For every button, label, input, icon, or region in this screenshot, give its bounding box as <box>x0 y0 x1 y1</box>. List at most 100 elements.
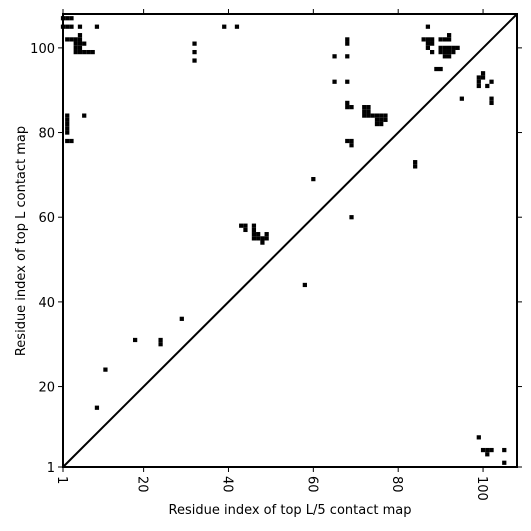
contact-cell-upper <box>65 37 70 42</box>
contact-cell-lower <box>179 316 184 321</box>
contact-cell-upper <box>192 41 197 46</box>
contact-cell-upper <box>485 83 490 89</box>
contact-cell-upper <box>480 75 486 80</box>
contact-cell-upper <box>65 16 70 21</box>
plot-frame <box>62 13 518 468</box>
contact-cell-upper <box>438 49 443 55</box>
contact-cell-lower <box>243 223 248 228</box>
contact-cell-lower <box>502 447 507 453</box>
contact-cell-upper <box>192 58 197 63</box>
contact-cell-upper <box>345 79 350 84</box>
contact-cell-lower <box>251 236 257 241</box>
contact-cell-upper <box>65 117 70 122</box>
contact-cell-upper <box>345 54 350 59</box>
contact-cell-upper <box>379 121 384 127</box>
x-tick-label: 100 <box>474 476 489 501</box>
contact-cell-upper <box>442 54 447 59</box>
contact-cell-upper <box>362 113 367 118</box>
contact-cell-lower <box>260 240 265 245</box>
contact-cell-lower <box>502 460 507 465</box>
contact-cell-upper <box>77 33 83 38</box>
contact-cell-upper <box>489 79 494 84</box>
contact-cell-upper <box>69 37 74 42</box>
contact-cell-lower <box>480 447 486 453</box>
contact-cell-lower <box>94 405 100 410</box>
y-tick-label: 60 <box>38 211 55 226</box>
contact-cell-upper <box>234 24 240 29</box>
contact-cell-upper <box>366 109 371 114</box>
contact-cell-upper <box>489 96 494 101</box>
contact-cell-upper <box>69 16 74 21</box>
contact-cell-upper <box>374 117 380 122</box>
contact-cell-lower <box>158 337 163 343</box>
contact-cell-upper <box>86 49 91 55</box>
contact-cell-upper <box>65 126 70 131</box>
contact-cell-upper <box>438 66 443 72</box>
contact-cell-upper <box>73 45 78 50</box>
contact-cell-upper <box>383 113 388 118</box>
contact-cell-upper <box>192 49 197 55</box>
contact-cell-upper <box>69 138 74 144</box>
contact-cell-lower <box>485 447 490 453</box>
contact-cell-upper <box>366 105 371 110</box>
contact-cell-upper <box>446 37 452 42</box>
contact-cell-lower <box>485 452 490 457</box>
contact-cell-upper <box>480 71 486 76</box>
contact-cell-upper <box>311 177 316 182</box>
contact-cell-upper <box>413 160 418 165</box>
x-tick-label: 60 <box>304 476 319 493</box>
x-axis-label: Residue index of top L/5 contact map <box>169 503 412 518</box>
contact-cell-upper <box>442 45 447 50</box>
x-axis-ticks: 1 20 40 60 80 100 <box>54 9 489 501</box>
contact-cell-upper <box>349 138 354 144</box>
contact-cell-upper <box>425 45 431 50</box>
contact-cell-upper <box>442 49 447 55</box>
contact-cell-upper <box>332 79 337 84</box>
contact-cell-upper <box>73 37 78 42</box>
contact-cell-lower <box>251 223 257 228</box>
contact-cell-upper <box>476 75 481 80</box>
contact-cell-upper <box>379 113 384 118</box>
contact-cell-upper <box>451 45 456 50</box>
contact-cell-upper <box>349 215 354 220</box>
diagonal-line <box>62 13 518 468</box>
contact-cell-upper <box>489 100 494 106</box>
x-tick-label: 80 <box>389 476 404 493</box>
contact-cell-upper <box>446 45 452 50</box>
contact-cell-upper <box>345 37 350 42</box>
contact-cell-upper <box>82 113 87 118</box>
contact-cell-lower <box>239 223 244 228</box>
y-tick-label: 100 <box>30 42 55 57</box>
contact-cell-upper <box>222 24 227 29</box>
contact-cell-upper <box>374 113 380 118</box>
y-axis-ticks: 1 20 40 60 80 100 <box>30 42 522 476</box>
contact-cell-lower <box>256 232 261 237</box>
contact-cell-lower <box>256 236 261 241</box>
contact-cell-upper <box>425 37 431 42</box>
contact-cell-lower <box>264 232 269 237</box>
contact-cell-upper <box>77 45 83 50</box>
contact-cell-upper <box>442 37 447 42</box>
contact-cell-upper <box>370 113 375 118</box>
contact-cell-upper <box>349 105 354 110</box>
y-tick-label: 80 <box>38 127 55 142</box>
x-tick-label: 20 <box>135 476 150 493</box>
contact-cell-upper <box>434 66 439 72</box>
contact-cell-upper <box>65 121 70 127</box>
contact-cell-upper <box>476 79 481 84</box>
y-tick-label: 20 <box>38 381 55 396</box>
contact-cell-upper <box>65 130 70 135</box>
contact-cell-upper <box>362 105 367 110</box>
contact-cell-upper <box>345 41 350 46</box>
contact-cell-lower <box>103 367 108 372</box>
contact-cell-upper <box>349 143 354 148</box>
x-tick-label: 1 <box>54 476 69 484</box>
contact-cell-upper <box>438 37 443 42</box>
contact-cell-lower <box>251 227 257 233</box>
contact-cell-upper <box>430 37 435 42</box>
contact-cell-upper <box>73 41 78 46</box>
contact-cell-upper <box>425 24 431 29</box>
contact-cell-upper <box>94 24 100 29</box>
contact-cell-upper <box>65 24 70 29</box>
